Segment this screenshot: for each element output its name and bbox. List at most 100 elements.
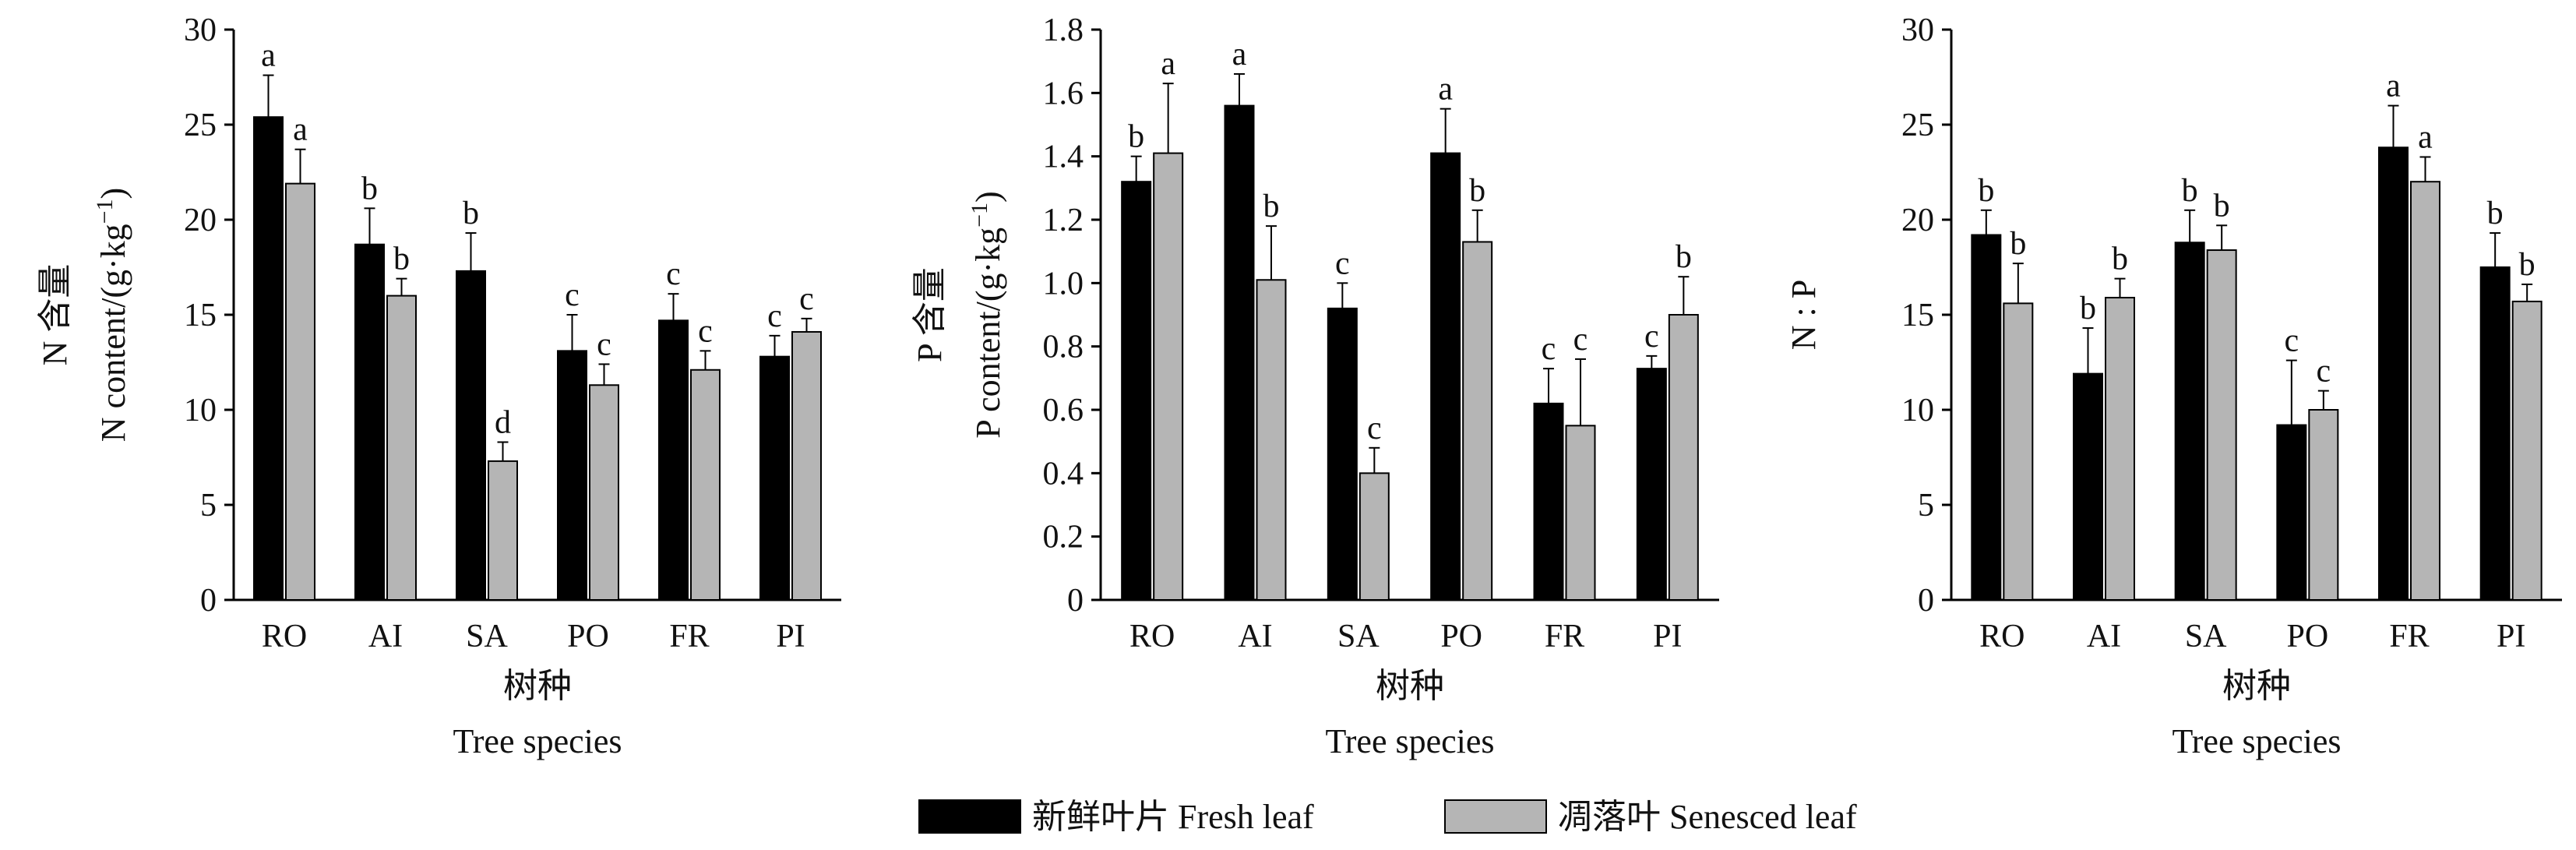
- bar-fresh-po: [2276, 424, 2307, 601]
- bar-fresh-ai: [1224, 104, 1255, 601]
- y-tick-label: 0.6: [1043, 393, 1084, 429]
- x-axis-label-cn: 树种: [503, 667, 572, 705]
- x-tick-label: FR: [2389, 619, 2429, 654]
- y-tick-label: 15: [1901, 298, 1934, 333]
- significance-letter: a: [1232, 37, 1247, 72]
- significance-letter: d: [495, 404, 511, 440]
- significance-letter: c: [2317, 354, 2331, 390]
- bar-senesced-pi: [1668, 314, 1699, 601]
- x-tick-label: PO: [1440, 619, 1482, 654]
- y-tick-label: 25: [1901, 108, 1934, 143]
- bar-senesced-ro: [1153, 152, 1184, 601]
- significance-letter: c: [666, 256, 681, 292]
- y-axis-label-en: N content/(g·kg−1): [92, 188, 133, 442]
- significance-letter: b: [361, 171, 378, 206]
- bar-fresh-po: [1430, 152, 1461, 601]
- y-tick-label: 1.8: [1043, 12, 1084, 48]
- y-axis-label-cn: P 含量: [911, 267, 949, 362]
- legend-label-fresh: 新鲜叶片 Fresh leaf: [1032, 798, 1314, 836]
- significance-letter: b: [463, 196, 479, 231]
- significance-letter: b: [1978, 173, 1994, 209]
- significance-letter: c: [597, 326, 611, 362]
- x-tick-label: FR: [1545, 619, 1584, 654]
- significance-letter: c: [799, 281, 814, 317]
- bar-fresh-fr: [1533, 402, 1564, 601]
- significance-letter: c: [1335, 245, 1350, 281]
- bar-fresh-ro: [1121, 181, 1152, 601]
- y-tick-label: 20: [184, 203, 217, 238]
- bar-senesced-ai: [1256, 279, 1287, 601]
- significance-letter: c: [767, 298, 782, 334]
- bar-fresh-po: [557, 350, 587, 601]
- x-tick-label: PI: [776, 619, 805, 654]
- bar-senesced-po: [2308, 409, 2339, 601]
- y-tick-label: 1.2: [1043, 203, 1084, 238]
- x-axis-label-en: Tree species: [2172, 722, 2341, 760]
- y-axis-label-cn: N 含量: [36, 264, 74, 366]
- significance-letter: b: [1263, 189, 1280, 224]
- x-axis-label-en: Tree species: [1325, 722, 1494, 760]
- y-axis-label-text: N : P: [1785, 280, 1823, 350]
- legend-swatch-senesced: [1444, 799, 1547, 834]
- significance-letter: a: [1438, 72, 1453, 108]
- bar-fresh-fr: [2378, 146, 2409, 601]
- significance-letter: b: [2519, 247, 2535, 283]
- bar-senesced-ai: [386, 295, 417, 601]
- bar-fresh-pi: [1636, 368, 1667, 601]
- bar-senesced-sa: [2206, 249, 2237, 601]
- y-axis-label-superscript: −1: [92, 199, 118, 224]
- significance-letter: a: [261, 38, 276, 74]
- y-axis-label-text: N content/(g·kg: [94, 224, 132, 442]
- y-tick-label: 0: [1918, 583, 1934, 619]
- chart-panel-2: 00.20.40.60.81.01.21.41.61.8RObaAIabSAcc…: [911, 12, 1719, 760]
- y-tick-label: 0.2: [1043, 520, 1084, 555]
- bar-fresh-ai: [2073, 372, 2103, 601]
- legend-label-senesced: 凋落叶 Senesced leaf: [1558, 798, 1857, 836]
- x-tick-label: SA: [466, 619, 508, 654]
- x-tick-label: SA: [2185, 619, 2227, 654]
- bar-senesced-sa: [1358, 472, 1390, 601]
- x-tick-label: PO: [567, 619, 609, 654]
- significance-letter: b: [2080, 291, 2096, 326]
- bar-senesced-pi: [2511, 300, 2543, 601]
- bar-fresh-fr: [658, 319, 689, 601]
- significance-letter: b: [1469, 173, 1485, 209]
- y-axis-label-text: P content/(g·kg: [969, 227, 1007, 439]
- bar-fresh-ai: [354, 243, 385, 601]
- x-tick-label: RO: [262, 619, 307, 654]
- y-tick-label: 25: [184, 108, 217, 143]
- x-tick-label: AI: [368, 619, 403, 654]
- x-tick-label: AI: [2087, 619, 2121, 654]
- significance-letter: a: [2418, 119, 2433, 155]
- bar-senesced-fr: [2410, 181, 2440, 601]
- x-axis-label-cn: 树种: [1376, 667, 1444, 705]
- x-tick-label: PO: [2286, 619, 2328, 654]
- y-tick-label: 5: [1918, 488, 1934, 524]
- bar-fresh-sa: [456, 270, 486, 601]
- significance-letter: c: [565, 277, 580, 313]
- x-tick-label: RO: [1979, 619, 2025, 654]
- significance-letter: b: [2487, 196, 2504, 231]
- y-tick-label: 5: [200, 488, 217, 524]
- y-axis-label-end: ): [94, 188, 132, 199]
- x-tick-label: PI: [1653, 619, 1682, 654]
- bar-fresh-sa: [1327, 307, 1358, 601]
- bar-fresh-ro: [253, 116, 284, 601]
- y-tick-label: 30: [184, 12, 217, 48]
- y-axis-label-en: N : P: [1785, 280, 1823, 350]
- x-tick-label: SA: [1337, 619, 1380, 654]
- x-tick-label: AI: [1238, 619, 1272, 654]
- bar-senesced-po: [1462, 241, 1493, 601]
- bar-senesced-ro: [2003, 302, 2034, 601]
- y-axis-label-superscript: −1: [967, 203, 992, 227]
- bar-senesced-ai: [2105, 297, 2135, 601]
- y-tick-label: 1.6: [1043, 76, 1084, 111]
- legend: 新鲜叶片 Fresh leaf 凋落叶 Senesced leaf: [918, 798, 1857, 836]
- significance-letter: a: [293, 112, 308, 148]
- x-tick-label: PI: [2497, 619, 2525, 654]
- significance-letter: c: [1367, 411, 1382, 446]
- y-tick-label: 30: [1901, 12, 1934, 48]
- y-tick-label: 10: [1901, 393, 1934, 429]
